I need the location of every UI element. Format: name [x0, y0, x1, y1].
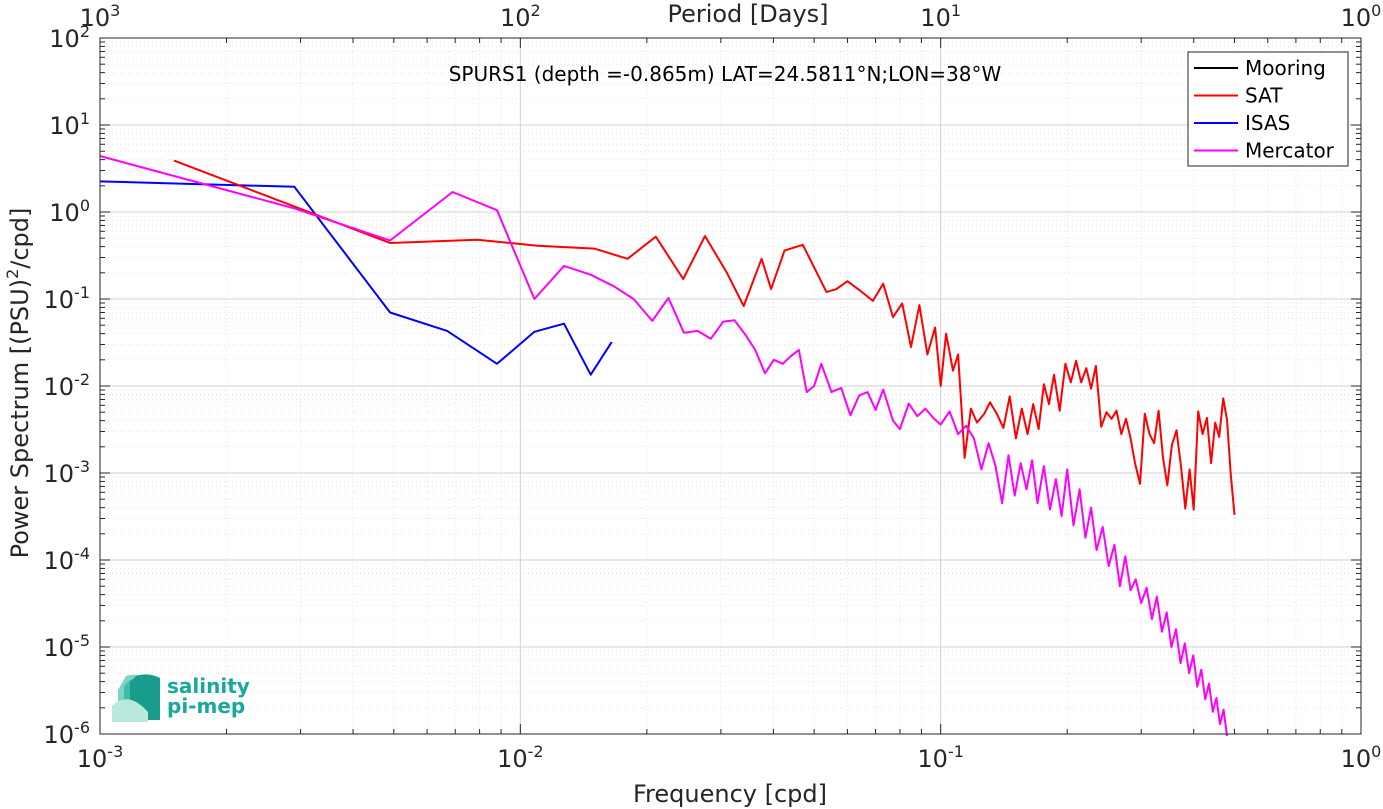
y-tick-label: 10-6: [44, 718, 91, 749]
y-tick-base: 10: [44, 547, 75, 575]
logo-text-line2: pi-mep: [167, 694, 245, 718]
y-tick-label: 100: [49, 196, 90, 227]
y-tick-exp: 2: [80, 22, 90, 41]
major-grid: [99, 37, 1362, 735]
x-tick-label: 100: [1341, 742, 1382, 773]
legend-label-mercator: Mercator: [1245, 139, 1335, 163]
logo-text-line1: salinity: [167, 674, 250, 698]
x-tick-label: 10-3: [77, 742, 124, 773]
x-tick-label: 10-2: [497, 742, 544, 773]
y-axis-label-main: Power Spectrum [(PSU): [6, 279, 34, 558]
y-tick-label: 102: [49, 22, 90, 53]
top-tick-exp: 3: [110, 1, 120, 20]
x-tick-base: 10: [77, 745, 108, 773]
y-axis-label-sup: 2: [3, 269, 22, 279]
legend-label-sat: SAT: [1245, 84, 1283, 108]
legend-label-mooring: Mooring: [1245, 56, 1326, 80]
x-tick-base: 10: [1341, 745, 1372, 773]
top-tick-label: 101: [920, 1, 961, 32]
x-tick-exp: -1: [948, 742, 964, 761]
series-line-isas: [99, 180, 613, 376]
y-tick-exp: -3: [74, 457, 90, 476]
x-tick-base: 10: [917, 745, 948, 773]
y-tick-base: 10: [49, 112, 80, 140]
y-tick-base: 10: [44, 286, 75, 314]
logo-waves-icon: [112, 674, 160, 722]
y-axis-label-tail: /cpd]: [6, 208, 34, 269]
y-tick-base: 10: [44, 721, 75, 749]
series-line-sat: [173, 159, 1236, 515]
y-tick-exp: -4: [74, 544, 90, 563]
y-tick-label: 10-2: [44, 370, 91, 401]
y-tick-label: 101: [49, 109, 90, 140]
y-tick-label: 10-3: [44, 457, 91, 488]
y-tick-label: 10-5: [44, 631, 91, 662]
x-tick-exp: -3: [107, 742, 123, 761]
ticks-layer: [99, 37, 1362, 735]
y-tick-base: 10: [44, 634, 75, 662]
top-tick-base: 10: [920, 4, 951, 32]
y-tick-label: 10-1: [44, 283, 91, 314]
top-tick-label: 103: [80, 1, 121, 32]
salinity-pi-mep-logo: salinity pi-mep: [112, 674, 250, 722]
legend-label-isas: ISAS: [1245, 111, 1290, 135]
x-tick-exp: -2: [528, 742, 544, 761]
chart-title: SPURS1 (depth =-0.865m) LAT=24.5811°N;LO…: [449, 62, 1002, 86]
x-tick-label: 10-1: [917, 742, 964, 773]
y-tick-label: 10-4: [44, 544, 91, 575]
y-tick-base: 10: [44, 373, 75, 401]
top-tick-label: 102: [500, 1, 541, 32]
y-tick-exp: 0: [80, 196, 90, 215]
top-tick-base: 10: [1341, 4, 1372, 32]
top-tick-exp: 1: [951, 1, 961, 20]
series-line-mercator: [99, 155, 1228, 737]
top-tick-base: 10: [80, 4, 111, 32]
top-tick-exp: 2: [531, 1, 541, 20]
y-tick-base: 10: [49, 199, 80, 227]
legend: Mooring SAT ISAS Mercator: [1187, 51, 1349, 167]
top-tick-base: 10: [500, 4, 531, 32]
y-tick-exp: -6: [74, 718, 90, 737]
y-tick-exp: -5: [74, 631, 90, 650]
legend-box: [1187, 51, 1349, 167]
top-tick-label: 100: [1341, 1, 1382, 32]
x-axis-label: Frequency [cpd]: [633, 780, 827, 808]
y-tick-exp: -1: [74, 283, 90, 302]
top-tick-exp: 0: [1371, 1, 1381, 20]
x-tick-base: 10: [497, 745, 528, 773]
y-tick-base: 10: [44, 460, 75, 488]
y-axis-label: Power Spectrum [(PSU)2/cpd]: [3, 208, 34, 559]
series-layer: [99, 155, 1236, 737]
x-tick-exp: 0: [1371, 742, 1381, 761]
top-axis-label: Period [Days]: [667, 0, 828, 28]
y-tick-base: 10: [49, 25, 80, 53]
y-tick-exp: 1: [80, 109, 90, 128]
y-tick-exp: -2: [74, 370, 90, 389]
